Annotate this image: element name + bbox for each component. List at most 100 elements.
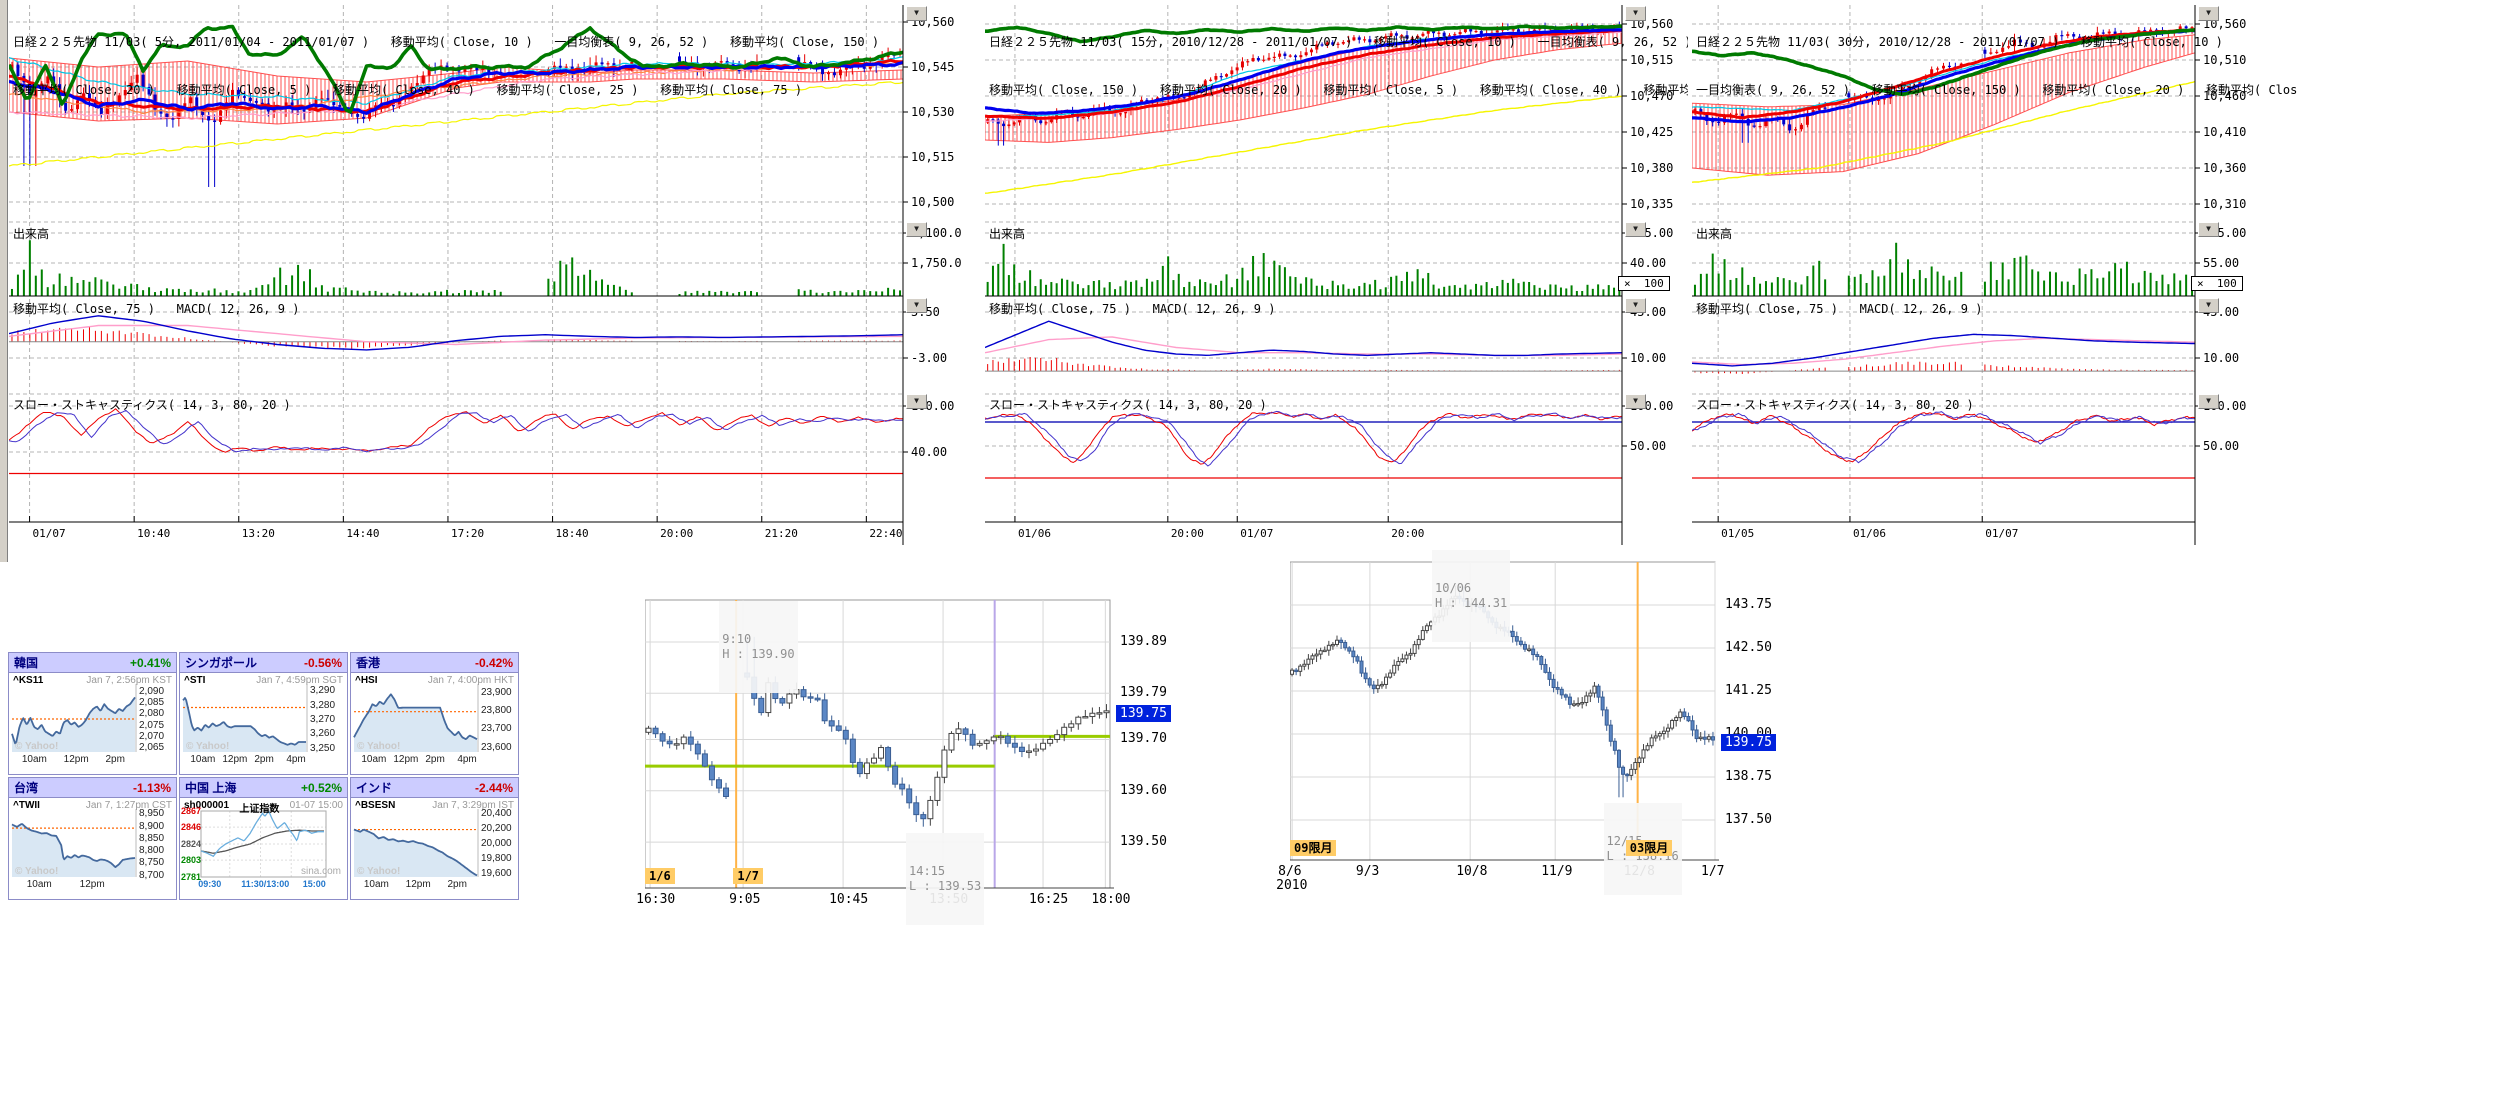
window-left-gutter bbox=[0, 0, 8, 562]
market-name[interactable]: インド bbox=[356, 781, 393, 795]
contract-session-label: 1/7 bbox=[733, 868, 764, 884]
time-axis-label: 17:20 bbox=[450, 527, 485, 540]
market-name[interactable]: 中国 上海 bbox=[185, 781, 237, 795]
fx-time-axis-label: 11/9 bbox=[1541, 864, 1573, 879]
pane-scale-dropdown-button[interactable]: ▼ bbox=[906, 6, 927, 21]
macd-axis-label: 10.00 bbox=[1630, 351, 1667, 365]
mini-y-axis-label: 2,065 bbox=[139, 742, 165, 754]
mini-quote-subheader: ^STI Jan 7, 4:59pm SGT bbox=[184, 675, 343, 687]
price-axis-label: 10,380 bbox=[1630, 161, 1674, 175]
mini-quote-header: 韓国 +0.41% bbox=[9, 653, 176, 673]
mini-x-axis-label: 4pm bbox=[286, 754, 306, 765]
market-change-pct: -0.56% bbox=[303, 655, 342, 670]
pane-scale-dropdown-button[interactable]: ▼ bbox=[906, 222, 927, 237]
mini-x-axis-label: 10am bbox=[26, 879, 52, 890]
stoch-pane-label: スロー・ストキャスティクス( 14, 3, 80, 20 ) bbox=[13, 398, 291, 412]
pane-scale-dropdown-button[interactable]: ▼ bbox=[1625, 298, 1646, 313]
mini-y-axis-label: 3,250 bbox=[310, 742, 336, 754]
yahoo-watermark: © Yahoo! bbox=[357, 866, 401, 877]
chart-canvas bbox=[9, 5, 908, 545]
price-axis-label: 10,360 bbox=[2203, 161, 2247, 175]
pane-scale-dropdown-button[interactable]: ▼ bbox=[2198, 394, 2219, 409]
price-axis-label: 10,515 bbox=[911, 150, 955, 164]
chart-window-nikkei225-15min: 日経２２５先物 11/03( 15分, 2010/12/28 - 2011/01… bbox=[985, 0, 1688, 566]
market-name[interactable]: 台湾 bbox=[14, 781, 39, 795]
pane-scale-dropdown-button[interactable]: ▼ bbox=[1625, 394, 1646, 409]
price-axis-label: 10,510 bbox=[2203, 53, 2247, 67]
mini-quote-header: シンガポール -0.56% bbox=[180, 653, 347, 673]
market-change-pct: -1.13% bbox=[132, 780, 171, 795]
yahoo-watermark: © Yahoo! bbox=[186, 741, 230, 752]
mini-x-axis-label: 09:30 bbox=[198, 879, 222, 889]
contract-session-label: 03限月 bbox=[1625, 840, 1673, 856]
market-change-pct: -2.44% bbox=[474, 780, 513, 795]
mini-x-axis-label: 12pm bbox=[393, 754, 419, 765]
mini-y-axis-label: 19,600 bbox=[481, 867, 512, 879]
mini-quote-taiwan[interactable]: 台湾 -1.13% ^TWII Jan 7, 1:27pm CST 8,950 8… bbox=[8, 777, 177, 900]
chart-canvas bbox=[985, 5, 1627, 545]
time-axis-label: 22:40 bbox=[869, 527, 903, 540]
mini-x-axis-label: 2pm bbox=[105, 754, 125, 765]
stoch-pane-label: スロー・ストキャスティクス( 14, 3, 80, 20 ) bbox=[1696, 398, 1974, 412]
chart-title-line1: 日経２２５先物 11/03( 5分, 2011/01/04 - 2011/01/… bbox=[13, 35, 880, 49]
quote-timestamp: 01-07 15:00 bbox=[289, 800, 343, 811]
mini-y-axis-label: 2,080 bbox=[139, 708, 165, 720]
market-name[interactable]: シンガポール bbox=[185, 656, 258, 670]
mini-y-axis-label: 2781 bbox=[181, 872, 202, 882]
mini-y-axis-label: 23,900 bbox=[481, 686, 512, 698]
mini-x-axis-label: 12pm bbox=[222, 754, 248, 765]
mini-y-axis-label: 8,950 bbox=[139, 808, 165, 820]
volume-axis-label: 55.00 bbox=[2203, 256, 2240, 270]
mini-y-axis-label: 8,700 bbox=[139, 869, 165, 881]
pane-scale-dropdown-button[interactable]: ▼ bbox=[2198, 298, 2219, 313]
mini-x-axis-label: 11:30/13:00 bbox=[241, 879, 290, 889]
macd-axis-label: 10.00 bbox=[2203, 351, 2240, 365]
chart-title-line2: 一目均衡表( 9, 26, 52 ) 移動平均( Close, 150 ) 移動… bbox=[1696, 83, 2298, 97]
macd-axis-label: -3.00 bbox=[911, 351, 948, 365]
mini-quote-china-shanghai[interactable]: 中国 上海 +0.52% sh000001 上证指数 01-07 15:00 2… bbox=[179, 777, 348, 900]
sina-watermark: sina.com bbox=[300, 866, 341, 877]
stoch-pane-label: スロー・ストキャスティクス( 14, 3, 80, 20 ) bbox=[989, 398, 1267, 412]
index-name: 上证指数 bbox=[239, 804, 280, 815]
mini-x-axis-label: 12pm bbox=[405, 879, 431, 890]
pane-scale-dropdown-button[interactable]: ▼ bbox=[906, 394, 927, 409]
mini-quote-subheader: ^BSESN Jan 7, 3:29pm IST bbox=[355, 800, 514, 812]
mini-quote-india[interactable]: インド -2.44% ^BSESN Jan 7, 3:29pm IST 20,4… bbox=[350, 777, 519, 900]
high-annotation: 9:10 H : 139.90 bbox=[719, 600, 798, 693]
pane-scale-dropdown-button[interactable]: ▼ bbox=[1625, 222, 1646, 237]
chart-title-line2: 移動平均( Close, 20 ) 移動平均( Close, 5 ) 移動平均(… bbox=[13, 83, 803, 97]
mini-quote-hongkong[interactable]: 香港 -0.42% ^HSI Jan 7, 4:00pm HKT 23,900 2… bbox=[350, 652, 519, 775]
pane-scale-dropdown-button[interactable]: ▼ bbox=[2198, 6, 2219, 21]
mini-x-axis-label: 10am bbox=[190, 754, 216, 765]
fx-price-axis-label: 139.79 bbox=[1120, 685, 1167, 701]
market-name[interactable]: 韓国 bbox=[14, 656, 39, 670]
macd-pane-label: 移動平均( Close, 75 ) MACD( 12, 26, 9 ) bbox=[1696, 302, 1983, 316]
mini-quote-subheader: ^KS11 Jan 7, 2:56pm KST bbox=[13, 675, 172, 687]
quote-timestamp: Jan 7, 4:00pm HKT bbox=[427, 675, 514, 686]
yahoo-watermark: © Yahoo! bbox=[357, 741, 401, 752]
mini-y-axis-label: 3,280 bbox=[310, 699, 336, 711]
time-axis-label: 01/06 bbox=[1017, 527, 1052, 540]
fx-time-axis-label: 18:00 bbox=[1091, 892, 1131, 907]
volume-pane-label: 出来高 bbox=[1696, 227, 1733, 241]
mini-quote-singapore[interactable]: シンガポール -0.56% ^STI Jan 7, 4:59pm SGT 3,2… bbox=[179, 652, 348, 775]
pane-scale-dropdown-button[interactable]: ▼ bbox=[2198, 222, 2219, 237]
mini-chart-canvas bbox=[11, 809, 137, 877]
market-name[interactable]: 香港 bbox=[356, 656, 381, 670]
time-axis-label: 18:40 bbox=[555, 527, 589, 540]
mini-y-axis-label: 23,800 bbox=[481, 704, 512, 716]
pane-scale-dropdown-button[interactable]: ▼ bbox=[1625, 6, 1646, 21]
yahoo-watermark: © Yahoo! bbox=[15, 866, 59, 877]
fx-intraday-chart: 9:10 H : 139.90 14:15 L : 139.53 139.75 13… bbox=[636, 596, 1171, 925]
mini-chart-canvas bbox=[353, 809, 479, 877]
fx-price-axis-label: 142.50 bbox=[1725, 640, 1772, 655]
mini-quote-header: 中国 上海 +0.52% bbox=[180, 778, 347, 798]
mini-quote-korea[interactable]: 韓国 +0.41% ^KS11 Jan 7, 2:56pm KST 2,090 2… bbox=[8, 652, 177, 775]
pane-scale-dropdown-button[interactable]: ▼ bbox=[906, 298, 927, 313]
mini-quote-header: 台湾 -1.13% bbox=[9, 778, 176, 798]
mini-y-axis-label: 2846 bbox=[181, 822, 202, 833]
price-axis-label: 10,515 bbox=[1630, 53, 1674, 67]
contract-session-label: 1/6 bbox=[645, 868, 675, 884]
fx-price-axis-label: 137.50 bbox=[1725, 812, 1772, 827]
mini-x-axis-label: 12pm bbox=[63, 754, 89, 765]
